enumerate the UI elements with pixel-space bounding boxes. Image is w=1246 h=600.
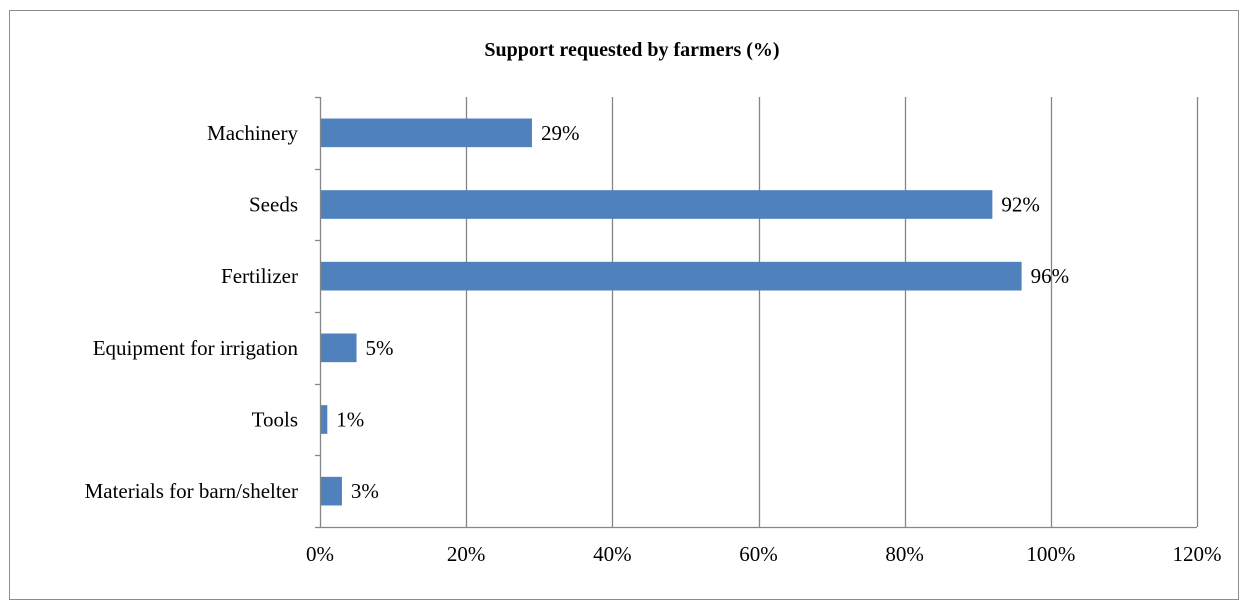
bar (320, 477, 342, 506)
bar (320, 119, 532, 148)
data-label: 5% (366, 336, 394, 360)
category-label: Seeds (249, 193, 298, 217)
x-tick-label: 80% (885, 542, 924, 566)
category-label: Materials for barn/shelter (85, 479, 298, 503)
x-tick-label: 40% (593, 542, 632, 566)
category-label: Tools (252, 408, 298, 432)
data-label: 96% (1031, 264, 1070, 288)
data-label: 92% (1001, 193, 1040, 217)
bar (320, 334, 357, 363)
x-tick-label: 120% (1173, 542, 1222, 566)
bar (320, 262, 1022, 291)
bars (320, 119, 1022, 506)
data-label: 3% (351, 479, 379, 503)
x-tick-label: 0% (306, 542, 334, 566)
x-tick-label: 60% (739, 542, 778, 566)
axes (315, 97, 1197, 528)
bar (320, 190, 992, 219)
category-label: Fertilizer (221, 264, 298, 288)
data-label: 1% (336, 408, 364, 432)
x-tick-label: 100% (1026, 542, 1075, 566)
x-tick-label: 20% (447, 542, 486, 566)
category-label: Machinery (207, 121, 298, 145)
bar-chart: Support requested by farmers (%) Machine… (0, 0, 1246, 585)
gridlines (467, 97, 1198, 527)
data-label: 29% (541, 121, 580, 145)
category-label: Equipment for irrigation (93, 336, 299, 360)
chart-title: Support requested by farmers (%) (484, 39, 779, 61)
